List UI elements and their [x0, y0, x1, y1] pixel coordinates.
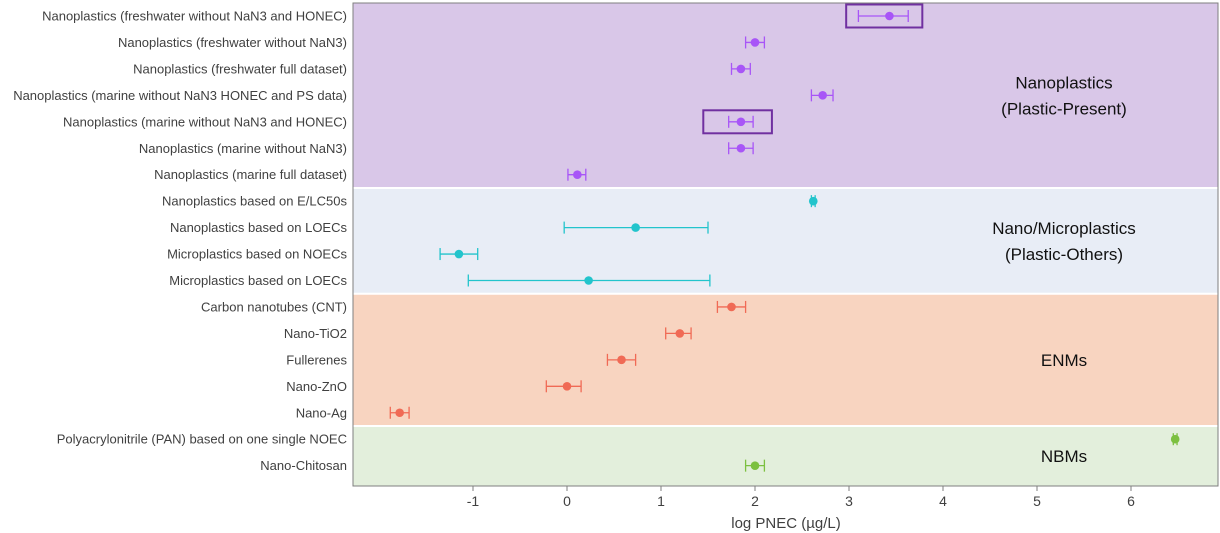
category-label: Nano-ZnO — [286, 379, 347, 394]
data-point — [885, 11, 894, 21]
category-label: Nanoplastics based on LOECs — [170, 220, 348, 235]
x-tick-label: -1 — [467, 493, 480, 509]
category-label: Nanoplastics (marine full dataset) — [154, 167, 347, 182]
data-point — [750, 461, 760, 470]
category-label: Nanoplastics (freshwater without NaN3 an… — [42, 9, 347, 24]
category-label: Microplastics based on LOECs — [169, 273, 347, 288]
category-label: Nanoplastics based on E/LC50s — [162, 194, 348, 209]
highlight-box — [845, 3, 924, 29]
data-point — [617, 355, 626, 365]
highlight-boxes — [702, 3, 924, 135]
data-point — [736, 143, 746, 153]
category-labels: Nanoplastics (freshwater without NaN3 an… — [13, 9, 347, 474]
data-point — [631, 223, 640, 232]
plot-frame — [352, 2, 1219, 487]
group-band-2 — [353, 293, 1218, 426]
group-band-0 — [353, 3, 1218, 188]
data-points — [395, 11, 1180, 470]
group-label: NBMs — [1041, 447, 1087, 466]
group-label: Nano/Microplastics — [992, 219, 1136, 238]
group-label: Nanoplastics — [1015, 73, 1112, 92]
category-label: Nano-Chitosan — [260, 458, 347, 473]
category-label: Nanoplastics (marine without NaN3) — [139, 141, 347, 156]
group-band-1 — [353, 187, 1218, 294]
data-point — [1170, 434, 1180, 444]
category-label: Fullerenes — [286, 352, 347, 367]
x-axis-title: log PNEC (µg/L) — [731, 515, 841, 532]
x-tick-label: 4 — [939, 493, 947, 509]
data-point — [818, 91, 827, 100]
x-tick-label: 6 — [1127, 493, 1135, 509]
highlight-box — [702, 109, 773, 135]
data-point — [454, 249, 464, 259]
x-tick-label: 0 — [563, 493, 571, 509]
group-label: (Plastic-Others) — [1005, 245, 1123, 264]
category-label: Nanoplastics (marine without NaN3 and HO… — [63, 114, 347, 129]
category-label: Nanoplastics (freshwater without NaN3) — [118, 35, 347, 50]
group-label: (Plastic-Present) — [1001, 99, 1127, 118]
group-band-3 — [353, 426, 1218, 486]
data-point — [736, 64, 746, 74]
group-labels: Nanoplastics (Plastic-Present) Nano/Microp… — [992, 73, 1136, 466]
data-point — [727, 302, 736, 312]
x-tick-label: 3 — [845, 493, 853, 509]
group-label: ENMs — [1041, 351, 1087, 370]
x-axis: -1 0 1 2 3 4 5 6 — [467, 486, 1135, 509]
x-tick-label: 1 — [657, 493, 665, 509]
category-label: Nanoplastics (freshwater full dataset) — [133, 61, 347, 76]
data-point — [675, 329, 685, 338]
data-point — [562, 382, 572, 391]
x-tick-label: 2 — [751, 493, 759, 509]
category-label: Nano-TiO2 — [284, 326, 347, 341]
data-point — [584, 276, 593, 285]
category-label: Polyacrylonitrile (PAN) based on one sin… — [57, 432, 347, 447]
data-point — [573, 170, 582, 179]
data-point — [736, 117, 746, 127]
category-label: Nano-Ag — [296, 405, 347, 420]
category-label: Nanoplastics (marine without NaN3 HONEC … — [13, 88, 347, 103]
data-point — [808, 196, 818, 206]
group-bands — [353, 3, 1218, 486]
x-tick-label: 5 — [1033, 493, 1041, 509]
data-point — [395, 408, 404, 418]
data-point — [750, 38, 760, 47]
category-label: Carbon nanotubes (CNT) — [201, 299, 347, 314]
category-label: Microplastics based on NOECs — [167, 247, 347, 262]
